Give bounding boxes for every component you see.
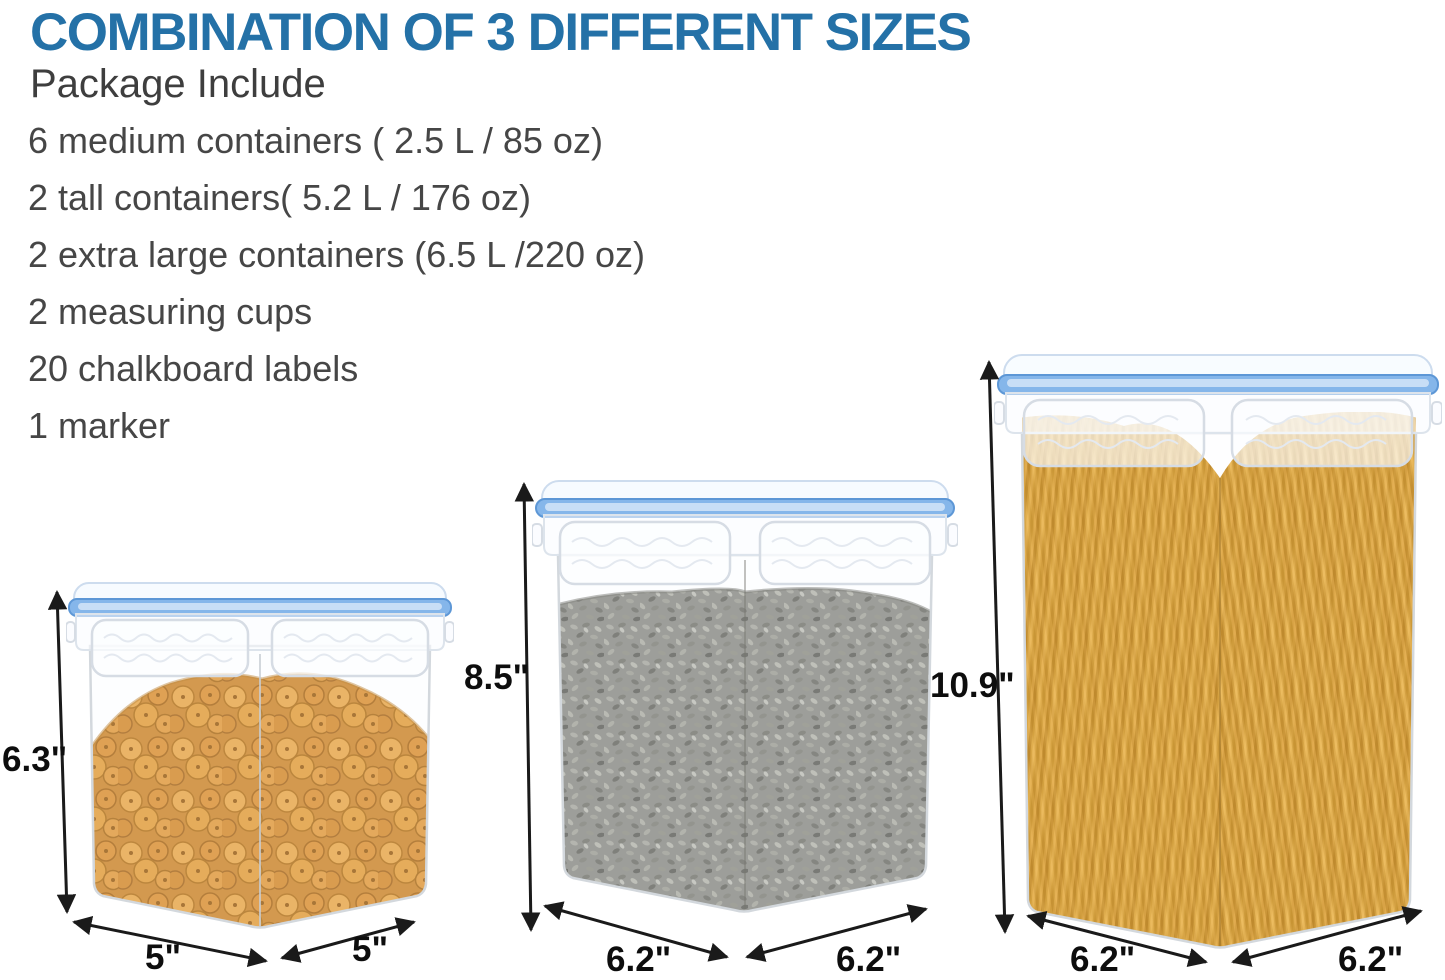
lid-side-tab: [1431, 401, 1442, 425]
base-arrow-medium-left: [72, 915, 268, 968]
height-arrow-extra-large: [979, 360, 1015, 934]
lid-latch-left: [90, 618, 250, 678]
base-arrow-tall-right: [745, 904, 928, 962]
container-tall-graphic: [532, 480, 958, 913]
package-list-item: 20 chalkboard labels: [28, 348, 359, 389]
lid-latch-right: [270, 618, 430, 678]
container-extra-large-graphic: [994, 354, 1442, 949]
dim-label-tall-height: 8.5": [464, 658, 530, 697]
package-list-item: 2 tall containers( 5.2 L / 176 oz): [28, 177, 531, 218]
height-arrow-medium: [47, 590, 77, 914]
lid: [66, 582, 454, 678]
dim-label-medium-base-side: 5": [352, 930, 389, 969]
dim-label-medium-base-front: 5": [145, 938, 182, 977]
base-arrow-medium-right: [280, 917, 416, 963]
dim-label-extra-large-base-front: 6.2": [1070, 940, 1136, 979]
package-include-heading: Package Include: [30, 62, 326, 106]
container-body: [1020, 431, 1418, 949]
lid-latch-left: [558, 520, 732, 586]
base-arrow-extra-large-right: [1231, 906, 1423, 967]
dim-label-tall-base-side: 6.2": [836, 940, 902, 979]
contents-oats: [558, 586, 932, 912]
base-arrow-tall-left: [543, 901, 729, 962]
lid-latch-left: [1022, 398, 1206, 468]
lid-side-tab: [444, 621, 454, 643]
lid-latch-right: [758, 520, 932, 586]
lid-side-tab: [947, 523, 958, 547]
package-list-item: 1 marker: [28, 405, 171, 446]
base-arrow-extra-large-left: [1026, 910, 1208, 968]
package-list: 6 medium containers ( 2.5 L / 85 oz) 2 t…: [28, 112, 645, 454]
package-list-item: 2 measuring cups: [28, 291, 313, 332]
height-arrow-tall: [514, 482, 541, 932]
dim-label-extra-large-base-side: 6.2": [1338, 940, 1404, 979]
page-title: COMBINATION OF 3 DIFFERENT SIZES: [30, 3, 972, 62]
dim-label-medium-height: 6.3": [2, 740, 68, 779]
container-medium-graphic: [66, 582, 454, 929]
lid-latch-right: [1230, 398, 1414, 468]
lid: [532, 480, 958, 586]
package-list-item: 6 medium containers ( 2.5 L / 85 oz): [28, 120, 603, 161]
package-list-item: 2 extra large containers (6.5 L /220 oz): [28, 234, 646, 275]
dim-label-extra-large-height: 10.9": [930, 666, 1015, 705]
dim-label-tall-base-front: 6.2": [606, 940, 672, 979]
contents-spaghetti: [1022, 412, 1416, 948]
